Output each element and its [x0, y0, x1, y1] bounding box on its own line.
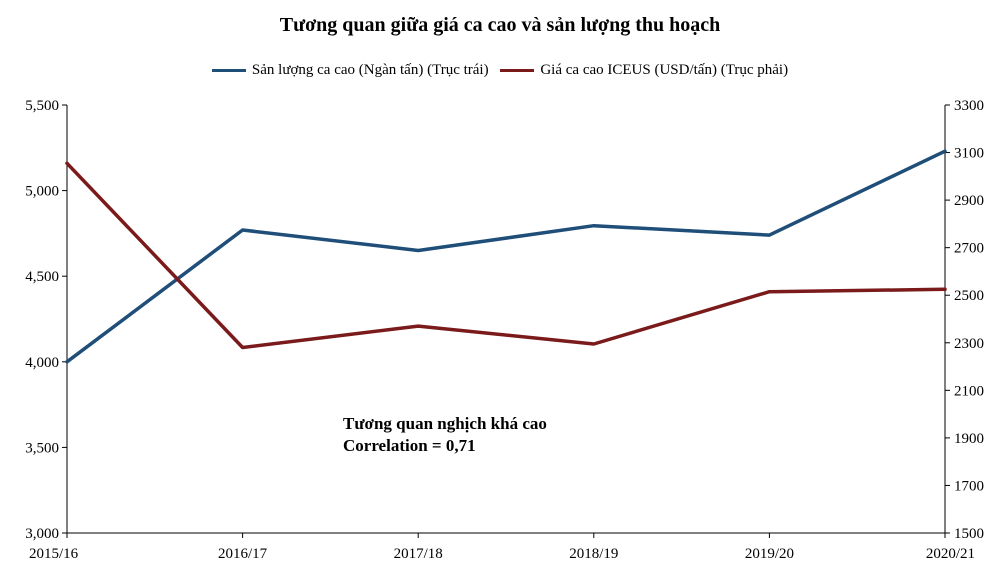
y-right-tick-label: 1900 — [954, 431, 984, 447]
y-right-tick-label: 2300 — [954, 336, 984, 352]
data-point-production — [416, 249, 420, 253]
legend-swatch-price — [500, 69, 535, 72]
x-tick-label: 2017/18 — [394, 546, 443, 562]
y-right-tick-label: 1500 — [954, 526, 984, 542]
data-point-production — [943, 149, 947, 153]
annotation-line-1: Tương quan nghịch khá cao — [343, 414, 547, 433]
y-right-tick-label: 3100 — [954, 146, 984, 162]
x-tick-label: 2015/16 — [29, 546, 79, 562]
data-point-price — [65, 161, 69, 165]
chart-annotation: Tương quan nghịch khá cao Correlation = … — [343, 413, 547, 457]
legend-swatch-production — [211, 69, 246, 72]
data-point-production — [241, 228, 245, 232]
chart-title: Tương quan giữa giá ca cao và sản lượng … — [279, 14, 721, 36]
data-point-price — [767, 290, 771, 294]
x-tick-label: 2019/20 — [745, 546, 794, 562]
legend-label-price: Giá ca cao ICEUS (USD/tấn) (Trục phải) — [540, 62, 789, 78]
data-point-production — [592, 224, 596, 228]
y-left-tick-label: 4,000 — [25, 355, 59, 371]
data-point-production — [65, 360, 69, 364]
legend-item-production: Sản lượng ca cao (Ngàn tấn) (Trục trái) — [211, 62, 489, 79]
series-line-price — [65, 161, 947, 350]
y-right-tick-label: 3300 — [954, 98, 984, 114]
data-point-price — [416, 324, 420, 328]
y-left-tick-label: 5,000 — [25, 184, 59, 200]
y-right-tick-label: 2100 — [954, 383, 984, 399]
y-right-tick-label: 2700 — [954, 241, 984, 257]
legend-label-production: Sản lượng ca cao (Ngàn tấn) (Trục trái) — [251, 62, 489, 78]
x-tick-label: 2020/21 — [926, 546, 975, 562]
y-left-tick-label: 5,500 — [25, 98, 59, 114]
y-right-tick-label: 1700 — [954, 478, 984, 494]
data-point-price — [241, 346, 245, 350]
y-left-tick-label: 3,500 — [25, 440, 59, 456]
y-right-tick-label: 2500 — [954, 288, 984, 304]
chart-legend: Sản lượng ca cao (Ngàn tấn) (Trục trái) … — [0, 60, 1000, 79]
series-line-production — [65, 149, 947, 364]
data-point-production — [767, 233, 771, 237]
x-tick-label: 2018/19 — [569, 546, 618, 562]
data-point-price — [943, 287, 947, 291]
y-right-tick-label: 2900 — [954, 193, 984, 209]
legend-item-price: Giá ca cao ICEUS (USD/tấn) (Trục phải) — [500, 62, 788, 79]
data-point-price — [592, 342, 596, 346]
annotation-line-2: Correlation = 0,71 — [343, 436, 476, 455]
x-tick-label: 2016/17 — [218, 546, 268, 562]
y-left-tick-label: 3,000 — [25, 526, 59, 542]
y-left-tick-label: 4,500 — [25, 269, 59, 285]
